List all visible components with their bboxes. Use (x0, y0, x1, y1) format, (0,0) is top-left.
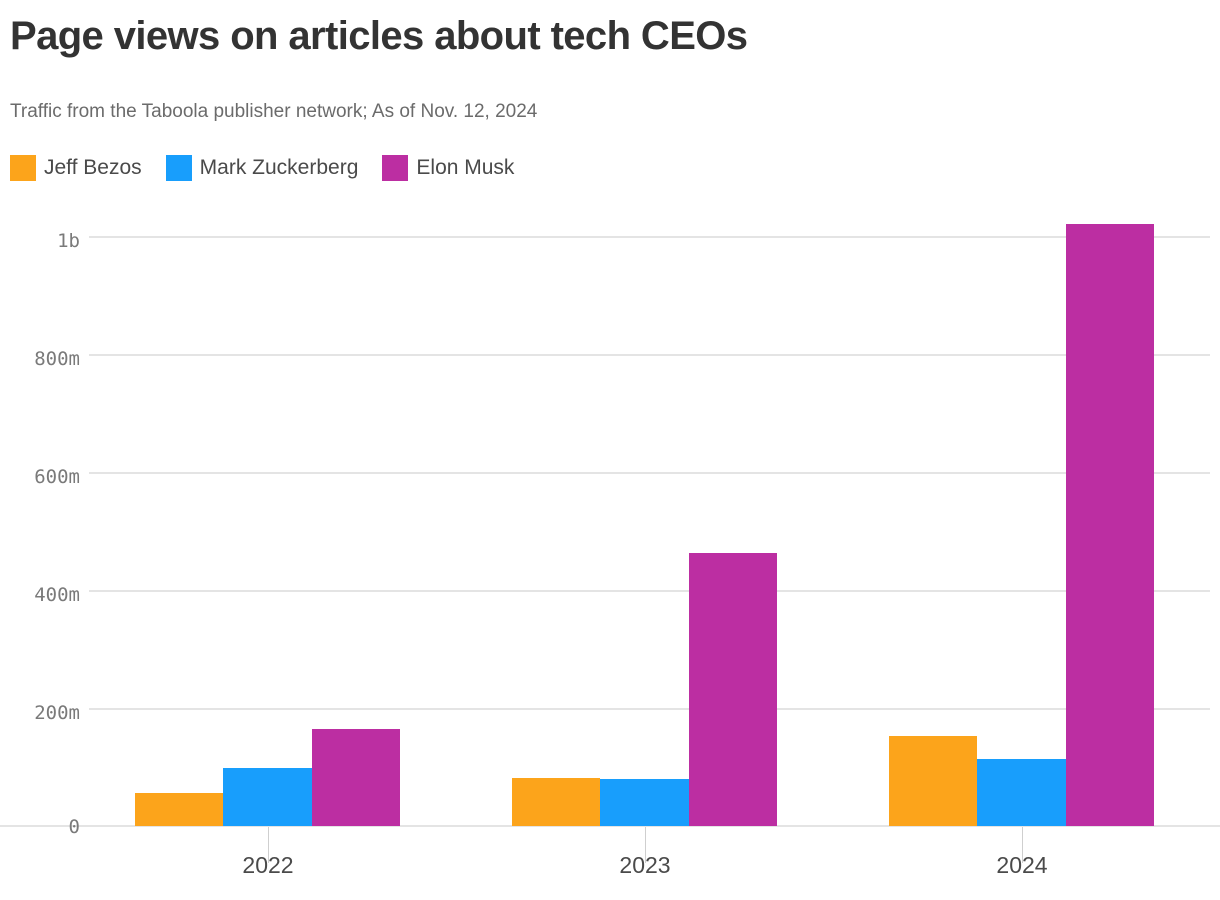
bar-2023-jeff-bezos[interactable] (512, 778, 600, 826)
ytick-label-600m: 600m (34, 466, 80, 488)
gridline-200m (89, 708, 1210, 710)
bar-2023-elon-musk[interactable] (689, 553, 777, 826)
legend-swatch-jeff-bezos (10, 155, 36, 181)
bar-2022-elon-musk[interactable] (312, 729, 400, 826)
xtick-label-2024: 2024 (996, 852, 1048, 878)
gridline-800m (89, 354, 1210, 356)
gridline-1b (89, 236, 1210, 238)
bar-2022-jeff-bezos[interactable] (135, 793, 223, 826)
legend-swatch-elon-musk (382, 155, 409, 181)
legend-label-jeff-bezos: Jeff Bezos (44, 156, 142, 179)
axis-baseline-0 (0, 825, 1220, 827)
bar-2023-mark-zuckerberg[interactable] (600, 779, 689, 826)
xtick-mark-2023 (645, 827, 646, 863)
legend-swatch-mark-zuckerberg (165, 155, 192, 181)
legend-item-jeff-bezos[interactable]: Jeff Bezos (10, 155, 142, 181)
gridline-600m (89, 472, 1210, 474)
ytick-label-0: 0 (68, 816, 80, 838)
page-title: Page views on articles about tech CEOs (10, 14, 748, 58)
chart-subtitle: Traffic from the Taboola publisher netwo… (10, 101, 538, 122)
gridline-400m (89, 590, 1210, 592)
legend-label-elon-musk: Elon Musk (416, 156, 515, 179)
ytick-label-400m: 400m (34, 584, 80, 606)
bar-2024-elon-musk[interactable] (1066, 224, 1154, 826)
ytick-label-800m: 800m (34, 348, 80, 370)
ytick-label-1b: 1b (57, 230, 80, 252)
bar-2022-mark-zuckerberg[interactable] (223, 768, 312, 826)
xtick-mark-2022 (268, 827, 269, 863)
legend-item-elon-musk[interactable]: Elon Musk (382, 155, 514, 181)
legend-item-mark-zuckerberg[interactable]: Mark Zuckerberg (165, 155, 359, 181)
legend-label-mark-zuckerberg: Mark Zuckerberg (199, 156, 359, 179)
chart-legend: Jeff Bezos Mark Zuckerberg Elon Musk (10, 152, 538, 184)
bar-2024-mark-zuckerberg[interactable] (977, 759, 1066, 826)
bar-2024-jeff-bezos[interactable] (889, 736, 977, 826)
xtick-label-2022: 2022 (242, 852, 294, 878)
ytick-label-200m: 200m (34, 702, 80, 724)
xtick-label-2023: 2023 (619, 852, 671, 878)
xtick-mark-2024 (1022, 827, 1023, 863)
